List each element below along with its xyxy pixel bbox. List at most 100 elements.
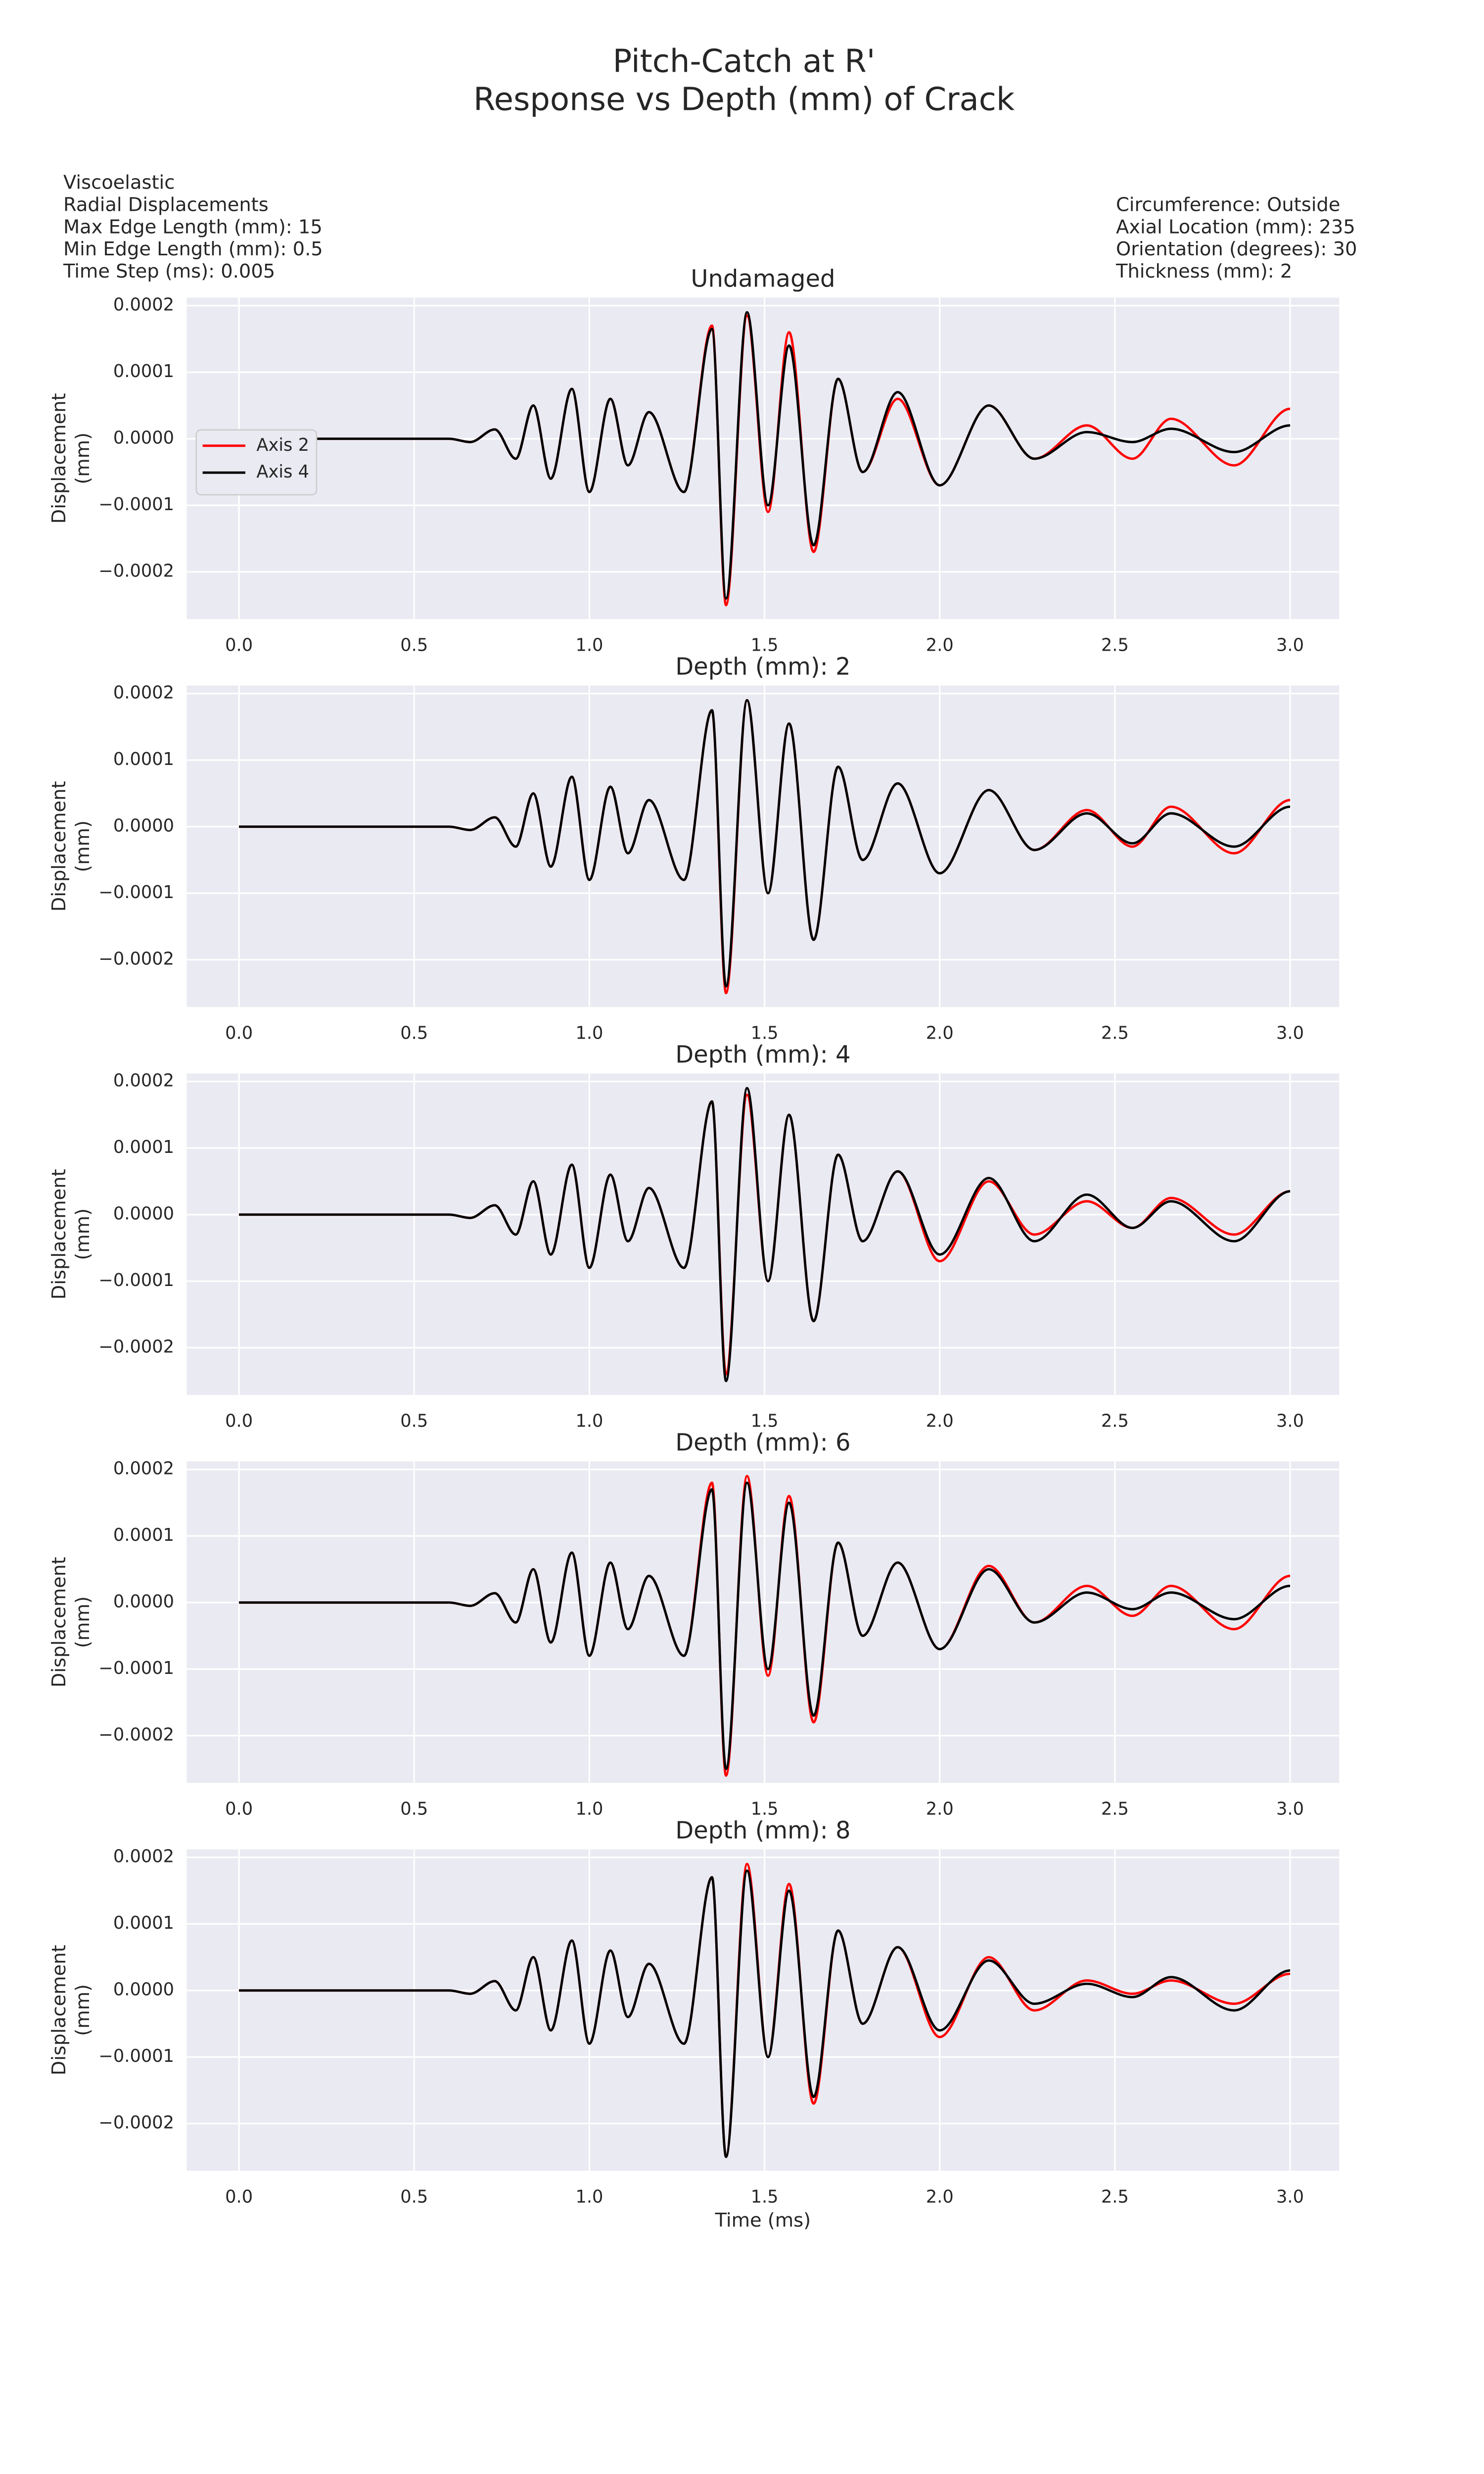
x-tick-label: 3.0: [1276, 635, 1304, 656]
legend-label: Axis 4: [256, 462, 309, 482]
series-line: [239, 1869, 1291, 2158]
x-tick-label: 1.5: [751, 635, 779, 656]
subplot-title: Depth (mm): 6: [675, 1428, 850, 1456]
x-tick-label: 0.0: [225, 1799, 253, 1819]
annotation: Thickness (mm): 2: [1115, 260, 1292, 283]
x-tick-label: 1.0: [575, 1023, 603, 1044]
y-tick-label: −0.0001: [98, 2046, 174, 2066]
x-tick-label: 2.5: [1101, 635, 1129, 656]
y-tick-label: 0.0000: [113, 428, 174, 448]
subplot-title: Depth (mm): 2: [675, 653, 850, 680]
x-tick-label: 1.5: [751, 1023, 779, 1044]
x-tick-label: 1.0: [575, 1799, 603, 1819]
x-tick-label: 0.5: [400, 1799, 428, 1819]
annotation: Viscoelastic: [63, 172, 175, 194]
y-tick-label: −0.0002: [98, 1725, 174, 1745]
y-tick-label: 0.0002: [113, 683, 174, 703]
plot-background: [186, 1461, 1340, 1783]
figure-title: Response vs Depth (mm) of Crack: [473, 81, 1015, 118]
series-line: [239, 699, 1291, 988]
x-tick-label: 2.5: [1101, 1799, 1129, 1819]
x-tick-label: 1.5: [751, 1799, 779, 1819]
x-tick-label: 1.0: [575, 2187, 603, 2207]
x-tick-label: 0.0: [225, 2187, 253, 2207]
x-tick-label: 1.0: [575, 1411, 603, 1431]
y-tick-label: −0.0002: [98, 949, 174, 969]
y-tick-label: −0.0002: [98, 561, 174, 581]
y-tick-label: 0.0001: [113, 1137, 174, 1157]
y-tick-label: 0.0000: [113, 816, 174, 836]
legend-label: Axis 2: [256, 435, 309, 455]
y-tick-label: 0.0001: [113, 1913, 174, 1933]
y-axis-label: Displacement: [48, 1945, 70, 2075]
y-axis-label: (mm): [72, 820, 94, 872]
y-tick-label: 0.0000: [113, 1980, 174, 2000]
x-tick-label: 2.5: [1101, 1411, 1129, 1431]
y-axis-label: Displacement: [48, 393, 70, 523]
plot-background: [186, 685, 1340, 1007]
y-tick-label: 0.0002: [113, 295, 174, 315]
annotation: Circumference: Outside: [1116, 194, 1340, 216]
x-tick-label: 2.0: [926, 1023, 954, 1044]
x-tick-label: 3.0: [1276, 1411, 1304, 1431]
y-axis-label: (mm): [72, 432, 94, 484]
annotation: Radial Displacements: [63, 194, 269, 216]
y-tick-label: −0.0002: [98, 2113, 174, 2133]
plot-background: [186, 297, 1340, 619]
y-axis-label: (mm): [72, 1208, 94, 1260]
y-axis-label: Displacement: [48, 1169, 70, 1299]
y-axis-label: (mm): [72, 1596, 94, 1648]
x-tick-label: 1.5: [751, 1411, 779, 1431]
y-tick-label: −0.0001: [98, 1270, 174, 1290]
y-tick-label: 0.0000: [113, 1592, 174, 1612]
x-tick-label: 1.0: [575, 635, 603, 656]
x-tick-label: 0.5: [400, 1411, 428, 1431]
x-tick-label: 2.5: [1101, 2187, 1129, 2207]
y-axis-label: Displacement: [48, 1557, 70, 1687]
x-tick-label: 0.5: [400, 1023, 428, 1044]
x-tick-label: 0.5: [400, 635, 428, 656]
y-tick-label: 0.0002: [113, 1847, 174, 1867]
subplot-title: Depth (mm): 4: [675, 1041, 850, 1068]
series-line: [239, 311, 1291, 600]
series-line: [239, 1481, 1291, 1770]
annotation: Axial Location (mm): 235: [1116, 216, 1355, 238]
y-axis-label: Displacement: [48, 781, 70, 911]
subplot-title: Depth (mm): 8: [675, 1816, 850, 1844]
y-tick-label: 0.0001: [113, 749, 174, 769]
x-tick-label: 2.0: [926, 635, 954, 656]
x-tick-label: 2.5: [1101, 1023, 1129, 1044]
x-tick-label: 0.0: [225, 1023, 253, 1044]
x-tick-label: 1.5: [751, 2187, 779, 2207]
y-tick-label: 0.0002: [113, 1459, 174, 1479]
annotation: Min Edge Length (mm): 0.5: [63, 238, 323, 260]
x-tick-label: 2.0: [926, 1799, 954, 1819]
y-tick-label: −0.0001: [98, 882, 174, 903]
x-tick-label: 0.0: [225, 635, 253, 656]
y-tick-label: −0.0002: [98, 1337, 174, 1357]
x-axis-label: Time (ms): [715, 2209, 811, 2232]
x-tick-label: 3.0: [1276, 1799, 1304, 1819]
y-tick-label: 0.0001: [113, 1525, 174, 1545]
x-tick-label: 0.5: [400, 2187, 428, 2207]
y-tick-label: −0.0001: [98, 494, 174, 515]
x-tick-label: 3.0: [1276, 1023, 1304, 1044]
annotation: Orientation (degrees): 30: [1116, 238, 1357, 260]
annotation: Time Step (ms): 0.005: [63, 260, 275, 283]
y-tick-label: 0.0001: [113, 361, 174, 381]
x-tick-label: 0.0: [225, 1411, 253, 1431]
y-tick-label: 0.0002: [113, 1071, 174, 1091]
plot-background: [186, 1849, 1340, 2171]
series-line: [239, 1087, 1291, 1382]
y-tick-label: 0.0000: [113, 1204, 174, 1224]
x-tick-label: 3.0: [1276, 2187, 1304, 2207]
subplot-title: Undamaged: [691, 265, 835, 292]
y-axis-label: (mm): [72, 1984, 94, 2036]
x-tick-label: 2.0: [926, 2187, 954, 2207]
x-tick-label: 2.0: [926, 1411, 954, 1431]
y-tick-label: −0.0001: [98, 1658, 174, 1678]
annotation: Max Edge Length (mm): 15: [63, 216, 323, 238]
figure-title: Pitch-Catch at R': [613, 44, 876, 80]
